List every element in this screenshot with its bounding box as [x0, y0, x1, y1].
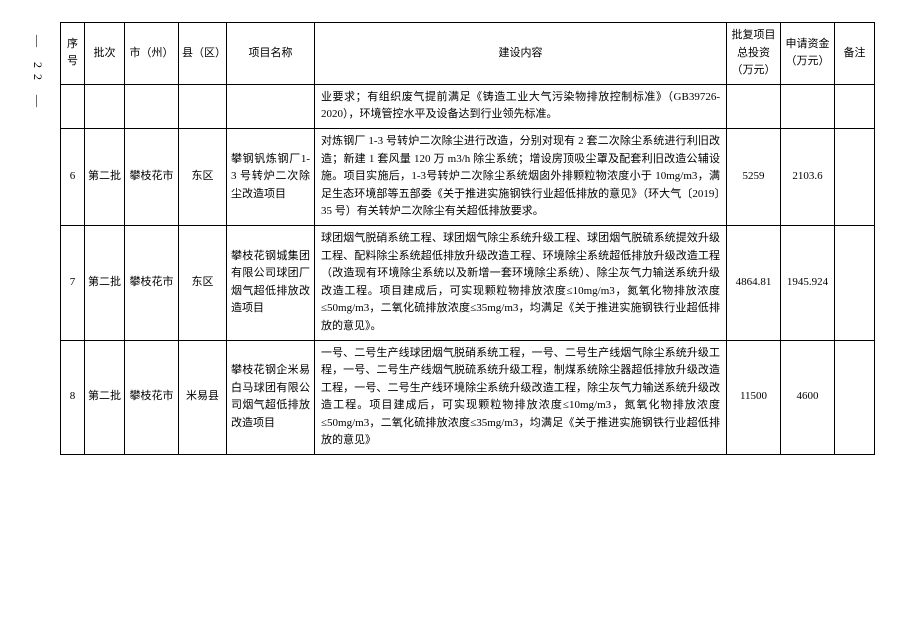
cell-fund: 2103.6 [781, 128, 835, 225]
cell-name: 攀枝花钢城集团有限公司球团厂烟气超低排放改造项目 [227, 225, 315, 340]
project-table: 序号 批次 市（州） 县（区） 项目名称 建设内容 批复项目总投资（万元） 申请… [60, 22, 875, 455]
cell-name [227, 84, 315, 128]
cell-fund: 4600 [781, 340, 835, 455]
cell-invest [727, 84, 781, 128]
cell-county: 东区 [179, 225, 227, 340]
cell-fund [781, 84, 835, 128]
table-row: 6 第二批 攀枝花市 东区 攀钢钒炼钢厂1-3 号转炉二次除尘改造项目 对炼钢厂… [61, 128, 875, 225]
cell-content: 业要求；有组织废气提前满足《铸造工业大气污染物排放控制标准》（GB39726-2… [315, 84, 727, 128]
cell-county: 东区 [179, 128, 227, 225]
cell-batch [85, 84, 125, 128]
cell-content: 球团烟气脱硝系统工程、球团烟气除尘系统升级工程、球团烟气脱硫系统提效升级工程、配… [315, 225, 727, 340]
cell-county: 米易县 [179, 340, 227, 455]
page-number: — 22 — [30, 35, 45, 113]
cell-note [835, 84, 875, 128]
cell-city: 攀枝花市 [125, 340, 179, 455]
cell-seq: 6 [61, 128, 85, 225]
th-fund: 申请资金（万元） [781, 23, 835, 85]
cell-city [125, 84, 179, 128]
cell-invest: 4864.81 [727, 225, 781, 340]
cell-name: 攀钢钒炼钢厂1-3 号转炉二次除尘改造项目 [227, 128, 315, 225]
cell-fund: 1945.924 [781, 225, 835, 340]
cell-content: 对炼钢厂 1-3 号转炉二次除尘进行改造，分别对现有 2 套二次除尘系统进行利旧… [315, 128, 727, 225]
cell-seq: 7 [61, 225, 85, 340]
th-invest: 批复项目总投资（万元） [727, 23, 781, 85]
th-note: 备注 [835, 23, 875, 85]
cell-note [835, 340, 875, 455]
table-header-row: 序号 批次 市（州） 县（区） 项目名称 建设内容 批复项目总投资（万元） 申请… [61, 23, 875, 85]
th-city: 市（州） [125, 23, 179, 85]
cell-note [835, 225, 875, 340]
cell-batch: 第二批 [85, 128, 125, 225]
th-seq: 序号 [61, 23, 85, 85]
table-body: 业要求；有组织废气提前满足《铸造工业大气污染物排放控制标准》（GB39726-2… [61, 84, 875, 454]
th-content: 建设内容 [315, 23, 727, 85]
cell-invest: 11500 [727, 340, 781, 455]
cell-seq: 8 [61, 340, 85, 455]
table-row: 业要求；有组织废气提前满足《铸造工业大气污染物排放控制标准》（GB39726-2… [61, 84, 875, 128]
cell-batch: 第二批 [85, 340, 125, 455]
th-batch: 批次 [85, 23, 125, 85]
cell-city: 攀枝花市 [125, 128, 179, 225]
cell-content: 一号、二号生产线球团烟气脱硝系统工程，一号、二号生产线烟气除尘系统升级工程，一号… [315, 340, 727, 455]
th-county: 县（区） [179, 23, 227, 85]
table-row: 7 第二批 攀枝花市 东区 攀枝花钢城集团有限公司球团厂烟气超低排放改造项目 球… [61, 225, 875, 340]
cell-seq [61, 84, 85, 128]
table-row: 8 第二批 攀枝花市 米易县 攀枝花钢企米易白马球团有限公司烟气超低排放改造项目… [61, 340, 875, 455]
cell-note [835, 128, 875, 225]
cell-invest: 5259 [727, 128, 781, 225]
cell-county [179, 84, 227, 128]
cell-name: 攀枝花钢企米易白马球团有限公司烟气超低排放改造项目 [227, 340, 315, 455]
cell-city: 攀枝花市 [125, 225, 179, 340]
table-container: 序号 批次 市（州） 县（区） 项目名称 建设内容 批复项目总投资（万元） 申请… [60, 22, 875, 455]
th-name: 项目名称 [227, 23, 315, 85]
cell-batch: 第二批 [85, 225, 125, 340]
